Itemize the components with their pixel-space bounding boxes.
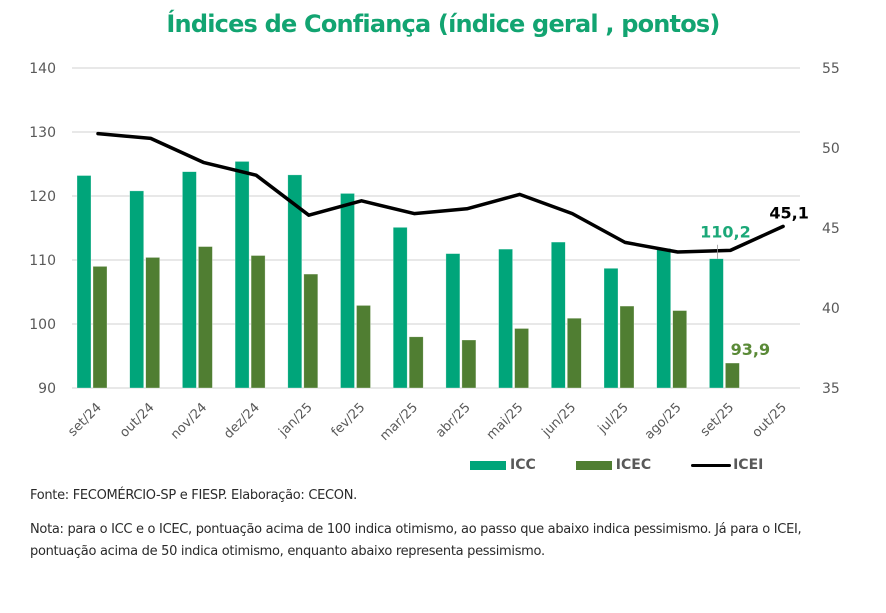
bar-icec xyxy=(356,305,371,389)
bar-icc xyxy=(498,248,513,389)
bar-icc xyxy=(656,248,672,389)
legend-swatch-icec xyxy=(575,460,612,470)
x-axis-label: set/25 xyxy=(698,400,737,439)
left-axis-tick-label: 130 xyxy=(29,125,56,141)
bar-icc xyxy=(129,190,144,389)
bar-icec xyxy=(250,255,266,389)
bar-icc xyxy=(234,161,250,389)
x-axis-label: nov/24 xyxy=(168,400,210,442)
x-axis-label: set/24 xyxy=(65,400,104,439)
left-axis-ticks: 140 130 120 110 100 90 xyxy=(29,61,56,397)
x-axis-label: fev/25 xyxy=(329,400,369,440)
data-label-icec: 93,9 xyxy=(731,340,770,359)
legend-item-icec: ICEC xyxy=(575,457,652,473)
bar-icec xyxy=(619,305,635,389)
bar-icc xyxy=(287,174,303,389)
x-axis-label: jan/25 xyxy=(276,400,316,440)
right-axis-tick-label: 45 xyxy=(822,221,840,237)
x-axis-label: dez/24 xyxy=(221,400,263,442)
bar-icc xyxy=(550,241,566,389)
bar-icec xyxy=(514,328,529,389)
x-axis-label: mar/25 xyxy=(377,400,421,444)
left-axis-tick-label: 100 xyxy=(29,317,56,333)
data-label-icei: 45,1 xyxy=(769,203,808,222)
data-label-icc: 110,2 xyxy=(700,223,751,242)
bar-icc xyxy=(340,193,355,389)
x-axis-label: ago/25 xyxy=(642,400,684,442)
icei-line xyxy=(96,131,785,254)
bar-icec xyxy=(725,362,740,389)
bar-icc xyxy=(76,175,92,389)
legend-item-icei: ICEI xyxy=(691,457,763,473)
data-labels: 110,2 93,9 45,1 xyxy=(700,203,809,359)
right-axis-tick-label: 35 xyxy=(822,381,840,397)
left-axis-tick-label: 140 xyxy=(29,61,56,77)
bar-icec xyxy=(145,257,160,389)
legend-swatch-icei xyxy=(691,463,732,467)
x-axis-label: out/24 xyxy=(117,400,157,440)
legend-item-icc: ICC xyxy=(470,457,536,473)
source-text: Fonte: FECOMÉRCIO-SP e FIESP. Elaboração… xyxy=(30,488,357,503)
bar-icc xyxy=(709,258,724,389)
bar-icec xyxy=(198,246,213,389)
x-axis-label: mai/25 xyxy=(484,400,527,443)
x-axis-label: jun/25 xyxy=(539,400,579,440)
bar-icec xyxy=(92,266,108,389)
left-axis-tick-label: 110 xyxy=(29,253,56,269)
right-axis-ticks: 55 50 45 40 35 xyxy=(822,61,840,397)
left-axis-tick-label: 120 xyxy=(29,189,56,205)
bar-icc xyxy=(392,227,408,389)
legend-label-icec: ICEC xyxy=(615,457,652,473)
x-axis-labels: set/24 out/24 nov/24 dez/24 jan/25 fev/25 mar/… xyxy=(65,400,790,444)
bar-icc xyxy=(182,171,197,389)
bars xyxy=(76,161,740,389)
legend: ICC ICEC ICEI xyxy=(470,455,803,475)
right-axis-tick-label: 40 xyxy=(822,301,840,317)
x-axis-label: out/25 xyxy=(749,400,789,440)
legend-swatch-icc xyxy=(470,460,506,470)
chart-title: Índices de Confiança (índice geral , pon… xyxy=(166,10,720,38)
legend-label-icc: ICC xyxy=(510,457,536,473)
note-text: Nota: para o ICC e o ICEC, pontuação aci… xyxy=(30,522,802,559)
legend-label-icei: ICEI xyxy=(733,457,764,473)
right-axis-tick-label: 55 xyxy=(822,61,840,77)
bar-icec xyxy=(672,310,688,389)
x-axis-label: jul/25 xyxy=(595,400,632,437)
left-axis-tick-label: 90 xyxy=(38,381,56,397)
bar-icc xyxy=(445,253,461,389)
right-axis-tick-label: 50 xyxy=(822,141,840,157)
bar-icec xyxy=(461,339,477,389)
gridlines xyxy=(72,67,800,389)
bar-icec xyxy=(408,336,424,389)
line-icei xyxy=(96,131,785,254)
bar-icec xyxy=(303,273,319,389)
x-axis-label: abr/25 xyxy=(433,400,474,441)
bar-icec xyxy=(566,317,582,389)
bar-icc xyxy=(603,268,619,389)
